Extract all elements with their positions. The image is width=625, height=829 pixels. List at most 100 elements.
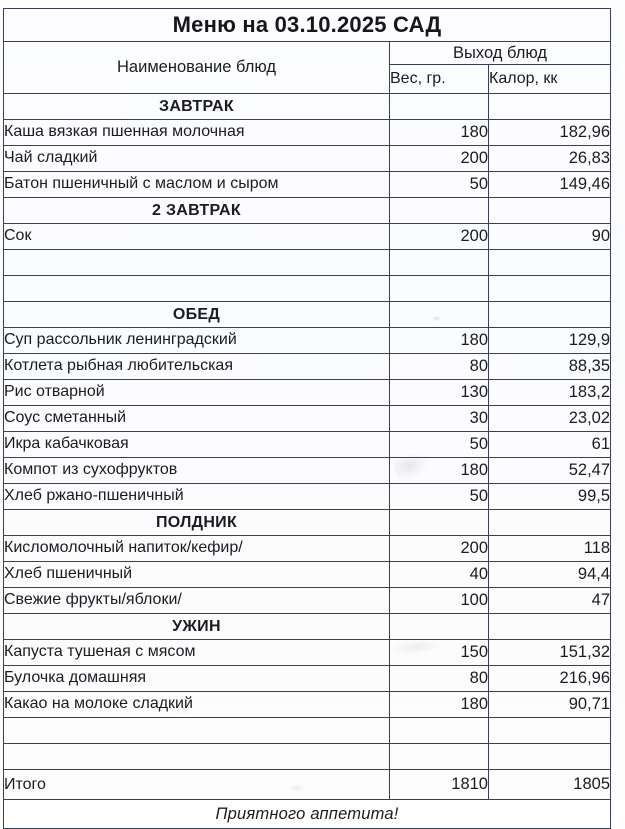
dish-calories: 94,4 (487, 561, 612, 588)
column-header-name: Наименование блюд (3, 41, 390, 94)
dish-name: Каша вязкая пшенная молочная (3, 119, 390, 146)
table-row: Суп рассольник ленинградский 180 129,9 (3, 327, 612, 354)
table-row: Какао на молоке сладкий 180 90,71 (3, 691, 612, 718)
dish-name: Капуста тушеная с мясом (3, 639, 390, 666)
cell-weight (389, 197, 489, 224)
dish-weight: 50 (389, 483, 489, 510)
table-row: Хлеб пшеничный 40 94,4 (3, 561, 612, 588)
table-row: Батон пшеничный с маслом и сыром 50 149,46 (3, 171, 612, 198)
page-title: Меню на 03.10.2025 САД (2, 8, 612, 42)
dish-calories: 99,5 (487, 483, 612, 510)
cell-calories (487, 275, 612, 302)
dish-calories: 129,9 (487, 327, 612, 354)
dish-name: Хлеб пшеничный (3, 561, 390, 588)
cell-name (3, 275, 390, 302)
cell-calories (487, 197, 612, 224)
dish-calories: 118 (487, 535, 612, 562)
dish-calories: 26,83 (487, 145, 612, 172)
cell-weight (389, 509, 489, 536)
dish-calories: 183,2 (487, 379, 612, 406)
cell-weight (389, 613, 489, 640)
dish-weight: 180 (389, 691, 489, 718)
cell-weight (389, 301, 489, 328)
cell-name (3, 249, 390, 276)
cell-weight (389, 249, 489, 276)
dish-weight: 180 (389, 457, 489, 484)
footer-row: Приятного аппетита! (2, 799, 612, 829)
dish-name: Свежие фрукты/яблоки/ (3, 587, 390, 614)
menu-sheet: Меню на 03.10.2025 САД Наименование блюд… (2, 8, 612, 829)
spacer-row (3, 249, 612, 276)
dish-weight: 200 (389, 223, 489, 250)
cell-calories (487, 509, 612, 536)
section-header-row: ОБЕД (3, 301, 612, 328)
dish-calories: 216,96 (487, 665, 612, 692)
cell-name (3, 743, 390, 770)
cell-calories (487, 93, 612, 120)
column-header-output-group: Выход блюд (388, 41, 612, 65)
table-row: Икра кабачковая 50 61 (3, 431, 612, 458)
cell-calories (487, 717, 612, 744)
dish-calories: 61 (487, 431, 612, 458)
cell-weight (389, 717, 489, 744)
dish-calories: 52,47 (487, 457, 612, 484)
dish-weight: 80 (389, 353, 489, 380)
dish-calories: 88,35 (487, 353, 612, 380)
column-header-calories: Калор, кк (487, 64, 612, 94)
dish-weight: 100 (389, 587, 489, 614)
dish-calories: 90 (487, 223, 612, 250)
dish-weight: 50 (389, 431, 489, 458)
section-header-row: УЖИН (3, 613, 612, 640)
dish-weight: 130 (389, 379, 489, 406)
total-label: Итого (3, 769, 390, 800)
dish-weight: 150 (389, 639, 489, 666)
table-row: Рис отварной 130 183,2 (3, 379, 612, 406)
dish-calories: 90,71 (487, 691, 612, 718)
dish-name: Суп рассольник ленинградский (3, 327, 390, 354)
dish-name: Икра кабачковая (3, 431, 390, 458)
section-header-row: ЗАВТРАК (3, 93, 612, 120)
section-title: ОБЕД (3, 301, 390, 328)
dish-weight: 30 (389, 405, 489, 432)
table-row: Кисломолочный напиток/кефир/200 118 (3, 535, 612, 562)
dish-calories: 47 (487, 587, 612, 614)
dish-name: Какао на молоке сладкий (3, 691, 390, 718)
menu-table: Меню на 03.10.2025 САД Наименование блюд… (2, 8, 612, 829)
dish-name: Чай сладкий (3, 145, 390, 172)
spacer-row (3, 717, 612, 744)
dish-calories: 149,46 (487, 171, 612, 198)
cell-weight (389, 743, 489, 770)
cell-weight (389, 93, 489, 120)
section-title: ЗАВТРАК (3, 93, 390, 120)
cell-name (3, 717, 390, 744)
dish-name: Хлеб ржано-пшеничный (3, 483, 390, 510)
dish-weight: 50 (389, 171, 489, 198)
table-row: Булочка домашняя 80 216,96 (3, 665, 612, 692)
cell-calories (487, 743, 612, 770)
dish-name: Рис отварной (3, 379, 390, 406)
cell-calories (487, 301, 612, 328)
dish-calories: 151,32 (487, 639, 612, 666)
header-group-row: Наименование блюд Выход блюд (3, 41, 612, 94)
table-row: Котлета рыбная любительская 80 88,35 (3, 353, 612, 380)
table-row: Соус сметанный 30 23,02 (3, 405, 612, 432)
table-row: Хлеб ржано-пшеничный 50 99,5 (3, 483, 612, 510)
menu-table-body: Меню на 03.10.2025 САД Наименование блюд… (2, 8, 612, 829)
dish-name: Булочка домашняя (3, 665, 390, 692)
section-header-row: 2 ЗАВТРАК (3, 197, 612, 224)
bon-appetit-note: Приятного аппетита! (2, 799, 612, 829)
spacer-row (3, 275, 612, 302)
spacer-row (3, 743, 612, 770)
dish-name: Кисломолочный напиток/кефир/ (3, 535, 390, 562)
table-row: Свежие фрукты/яблоки/100 47 (3, 587, 612, 614)
table-row: Капуста тушеная с мясом 150 151,32 (3, 639, 612, 666)
dish-name: Батон пшеничный с маслом и сыром (3, 171, 390, 198)
total-weight: 1810 (389, 769, 489, 800)
section-title: 2 ЗАВТРАК (3, 197, 390, 224)
cell-weight (389, 275, 489, 302)
dish-name: Соус сметанный (3, 405, 390, 432)
cell-calories (487, 249, 612, 276)
table-row: Сок 200 90 (3, 223, 612, 250)
section-title: ПОЛДНИК (3, 509, 390, 536)
